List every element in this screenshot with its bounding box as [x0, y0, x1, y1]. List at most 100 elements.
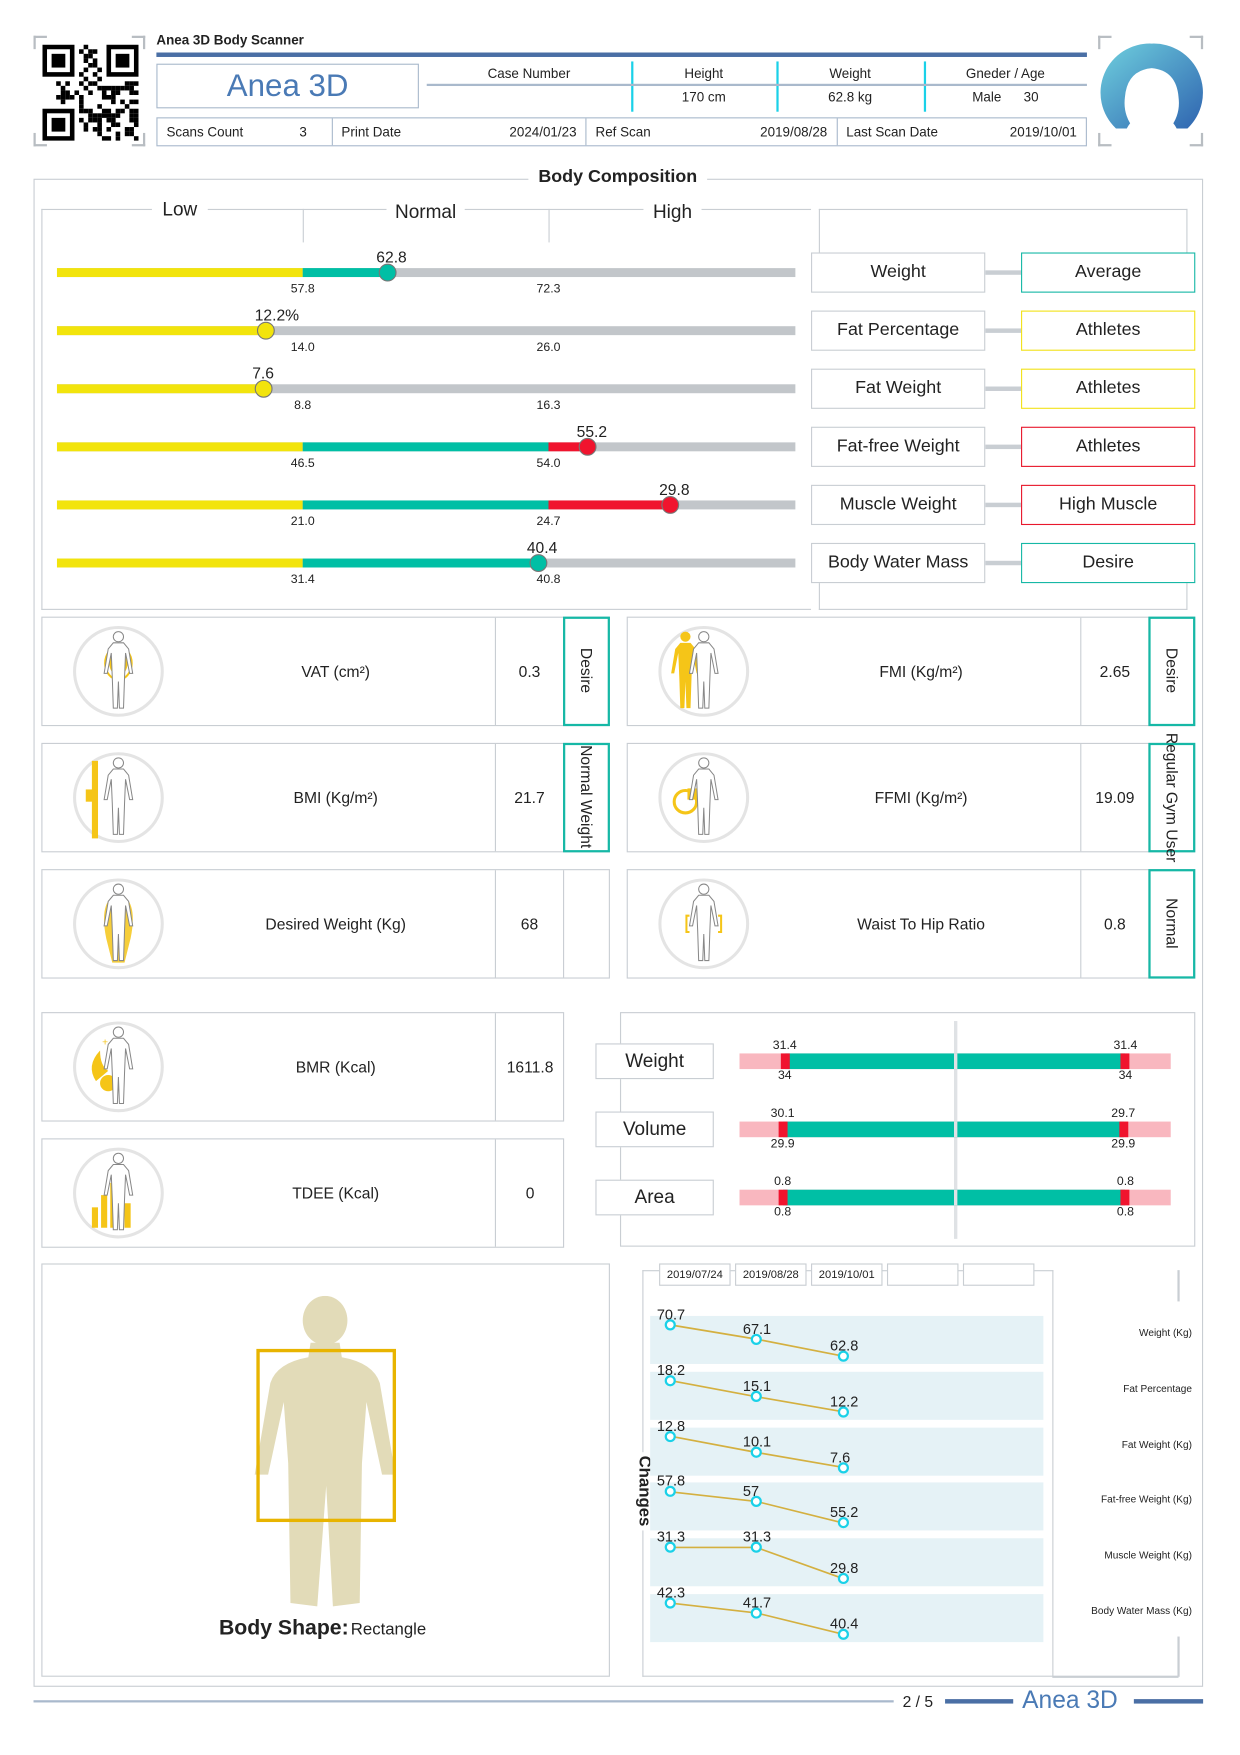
body-shape-label: Body Shape: — [218, 1616, 349, 1640]
left-top-value: 31.4 — [772, 1038, 797, 1053]
info-value: 2019/08/28 — [760, 123, 828, 140]
range-value: 7.6 — [252, 364, 274, 383]
index-status: Normal Weight — [563, 742, 610, 852]
range-track — [56, 384, 796, 394]
date-tab[interactable] — [886, 1263, 959, 1286]
info-cell: Last Scan Date 2019/10/01 — [837, 118, 1086, 145]
connector — [985, 386, 1022, 391]
point-label: 12.2 — [830, 1392, 859, 1410]
range-fill-normal — [302, 442, 549, 452]
data-point — [664, 1597, 676, 1609]
range-low-threshold: 8.8 — [294, 398, 312, 413]
info-cell: Print Date 2024/01/23 — [332, 118, 587, 146]
brand-box: Anea 3D — [156, 63, 419, 109]
info-cell: Ref Scan 2019/08/28 — [587, 118, 838, 146]
index-status-text: Normal Weight — [577, 745, 596, 849]
metric-label: Weight — [811, 252, 986, 293]
left-top-value: 30.1 — [770, 1107, 795, 1121]
symmetry-left-marker — [778, 1189, 788, 1206]
info-label: Last Scan Date — [846, 123, 938, 140]
date-tab[interactable]: 2019/08/28 — [735, 1263, 807, 1286]
column-header: Gneder / Age — [965, 65, 1045, 82]
data-point — [750, 1607, 762, 1619]
right-bottom-value: 0.8 — [1116, 1205, 1134, 1219]
index-label: FMI (Kg/m²) — [879, 662, 963, 681]
range-low-threshold: 21.0 — [290, 514, 315, 529]
range-value: 55.2 — [576, 422, 608, 441]
data-point — [837, 1517, 849, 1529]
connector — [985, 328, 1022, 333]
data-point — [750, 1391, 762, 1403]
point-label: 12.8 — [656, 1417, 686, 1434]
range-fill-high — [548, 500, 671, 510]
left-bottom-value: 29.9 — [770, 1137, 795, 1151]
range-high-threshold: 26.0 — [536, 340, 561, 355]
point-label: 31.3 — [742, 1528, 772, 1546]
index-label: FFMI (Kg/m²) — [874, 788, 968, 807]
qr-code-icon — [42, 44, 139, 141]
index-card: FMI (Kg/m²) 2.65 Desire — [626, 616, 1196, 727]
metric-status: Athletes — [1021, 368, 1196, 409]
info-label: Print Date — [341, 123, 402, 140]
metric-label: Muscle Weight — [811, 484, 986, 526]
user-silhouette-logo-icon — [1100, 43, 1203, 133]
range-fill-low — [56, 326, 266, 336]
range-high-threshold: 40.8 — [536, 573, 561, 587]
symmetry-center — [954, 1121, 958, 1138]
svg-text:+: + — [102, 1037, 108, 1048]
symmetry-right-marker — [1118, 1121, 1128, 1138]
point-label: 40.4 — [830, 1615, 859, 1633]
date-tab[interactable]: 2019/10/01 — [811, 1263, 883, 1286]
range-fill-low — [56, 442, 303, 452]
range-marker — [256, 321, 275, 340]
energy-label: BMR (Kcal) — [295, 1057, 376, 1076]
column-header: Height — [684, 65, 724, 82]
range-high-threshold: 24.7 — [536, 514, 561, 529]
point-label: 7.6 — [830, 1448, 851, 1466]
right-bottom-value: 34 — [1118, 1069, 1133, 1083]
series-name: Fat Percentage — [1123, 1382, 1192, 1394]
symmetry-left-marker — [780, 1053, 790, 1070]
range-fill-high — [548, 442, 588, 452]
range-marker — [254, 379, 273, 398]
point-label: 57 — [742, 1482, 760, 1500]
series-name: Fat Weight (Kg) — [1121, 1438, 1192, 1450]
range-value: 29.8 — [659, 480, 690, 499]
right-top-value: 31.4 — [1113, 1038, 1138, 1053]
range-low-threshold: 46.5 — [290, 456, 315, 471]
range-value: 62.8 — [376, 247, 407, 266]
range-value: 12.2% — [254, 306, 300, 324]
series-name: Weight (Kg) — [1139, 1327, 1192, 1339]
left-bottom-value: 0.8 — [774, 1205, 792, 1219]
right-bottom-value: 29.9 — [1111, 1137, 1136, 1151]
range-fill-low — [56, 384, 264, 394]
bmr-flame-body-icon: + — [71, 1020, 165, 1114]
point-label: 42.3 — [656, 1584, 686, 1601]
series-name: Body Water Mass (Kg) — [1091, 1605, 1192, 1617]
range-marker — [378, 263, 397, 282]
range-marker — [661, 495, 680, 514]
range-fill-normal — [302, 558, 539, 568]
data-point — [837, 1350, 849, 1362]
metric-label: Fat Percentage — [811, 310, 986, 351]
date-tab[interactable] — [962, 1263, 1035, 1286]
point-label: 41.7 — [742, 1593, 772, 1611]
range-high-threshold: 72.3 — [536, 282, 561, 297]
point-label: 10.1 — [742, 1433, 772, 1451]
left-bottom-value: 34 — [777, 1069, 792, 1083]
info-label: Ref Scan — [595, 123, 651, 140]
info-row: Scans Count 3 Print Date 2024/01/23 Ref Scan… — [156, 117, 1087, 147]
zone-low: Low — [151, 198, 208, 222]
symmetry-right-marker — [1120, 1189, 1130, 1206]
bmi-ruler-body-icon — [71, 751, 165, 845]
point-label: 70.7 — [656, 1305, 686, 1323]
point-label: 31.3 — [656, 1528, 686, 1546]
range-fill-low — [56, 268, 303, 278]
date-tab[interactable]: 2019/07/24 — [659, 1263, 731, 1286]
data-point — [750, 1446, 762, 1458]
range-value: 40.4 — [526, 538, 558, 557]
symmetry-left-marker — [778, 1121, 788, 1138]
left-top-value: 0.8 — [774, 1175, 792, 1189]
info-value: 2024/01/23 — [509, 123, 577, 140]
